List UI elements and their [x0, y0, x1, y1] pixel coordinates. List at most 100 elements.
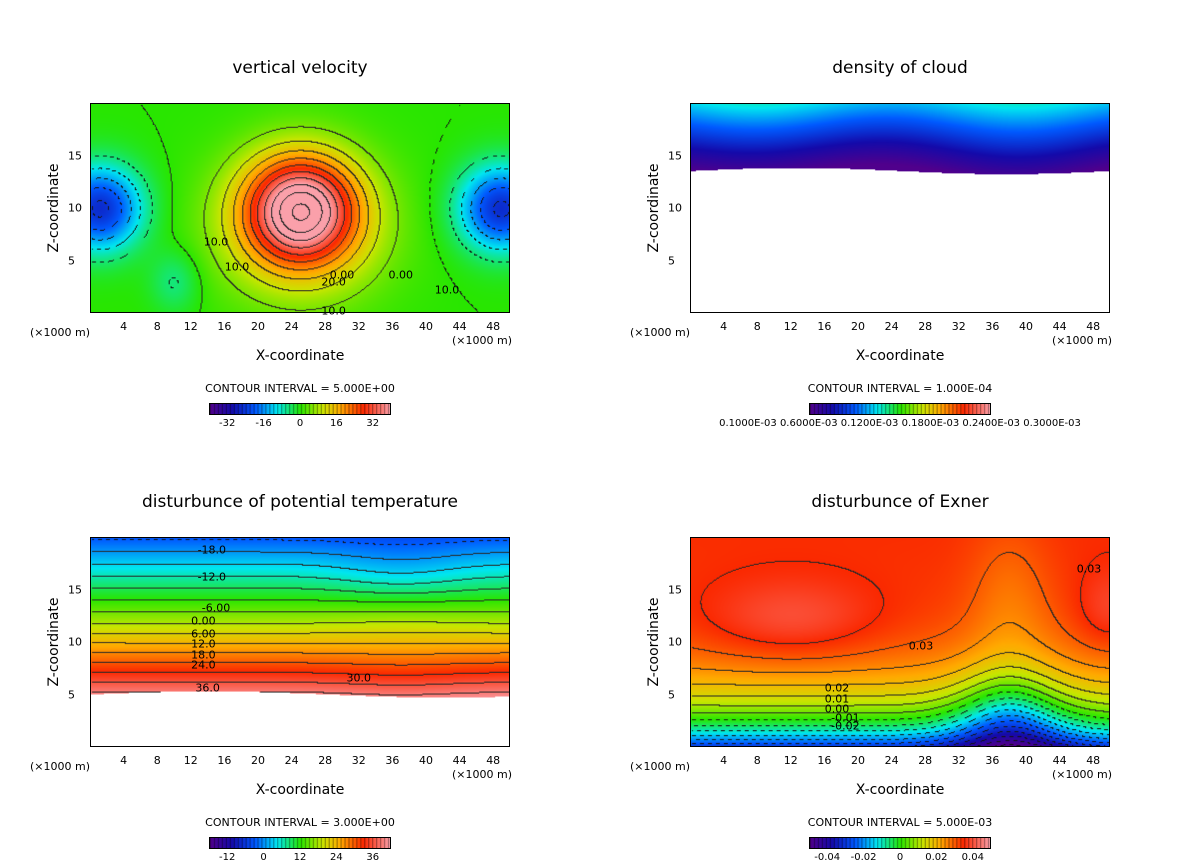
x-tick-label: 24: [884, 320, 899, 333]
x-tick-label: 32: [951, 754, 966, 767]
colorbar: [209, 837, 391, 849]
x-tick-label: 40: [419, 754, 433, 767]
colorbar-tick-label: 0.1000E-03 0.6000E-03 0.1200E-03 0.1800E…: [719, 418, 1081, 429]
x-tick-label: 40: [419, 320, 433, 333]
x-tick-label: 44: [1052, 320, 1067, 333]
colorbar-tick-label: -32: [219, 418, 236, 429]
y-tick-label: 10: [668, 635, 682, 649]
contour-label: 0.03: [908, 639, 934, 653]
x-tick-label: 24: [284, 320, 299, 333]
contour-label: 6.00: [191, 627, 216, 641]
contour-label: 0.00: [824, 702, 850, 716]
contour-label: 10.0: [321, 304, 346, 318]
y-axis-label: Z-coordinate: [646, 163, 662, 253]
x-tick-label: 4: [120, 320, 128, 333]
colorbar-tick-label: 16: [330, 418, 343, 429]
x-tick-label: 16: [217, 320, 232, 333]
y-tick-label: 5: [68, 254, 75, 267]
chart-title: disturbunce of Exner: [811, 492, 989, 512]
contour-label: 18.0: [191, 648, 216, 662]
colorbar-tick-label: 0: [296, 418, 304, 429]
y-axis-label: Z-coordinate: [46, 597, 62, 687]
x-tick-label: 24: [284, 754, 299, 767]
x-unit-label-right: (×1000 m): [1052, 334, 1113, 347]
contour-interval-label: CONTOUR INTERVAL = 1.000E-04: [807, 382, 993, 395]
chart-panel-3: disturbunce of potential temperature -18.…: [0, 434, 600, 868]
x-tick-label: 44: [452, 754, 467, 767]
x-tick-label: 40: [1019, 754, 1033, 767]
colorbar-tick-label: -0.04: [814, 852, 841, 863]
x-tick-label: 36: [985, 320, 1000, 333]
colorbar-tick-label: 36: [366, 852, 380, 863]
contour-plot-area: [690, 537, 1110, 747]
x-tick-label: 28: [318, 754, 333, 767]
x-tick-label: 12: [183, 320, 198, 333]
colorbar-tick-label: 0.04: [961, 852, 984, 863]
x-tick-label: 32: [351, 320, 366, 333]
chart-title: vertical velocity: [232, 58, 368, 78]
x-tick-label: 28: [918, 754, 933, 767]
x-tick-label: 44: [1052, 754, 1067, 767]
x-tick-label: 36: [985, 754, 1000, 767]
contour-label: 10.0: [224, 260, 250, 274]
x-tick-label: 20: [251, 320, 265, 333]
contour-plot-area: [690, 103, 1110, 313]
colorbar-tick-label: -0.02: [850, 852, 877, 863]
x-tick-label: 48: [486, 320, 501, 333]
chart-title: disturbunce of potential temperature: [141, 492, 459, 512]
x-tick-label: 12: [783, 754, 798, 767]
contour-label: 10.0: [203, 235, 229, 249]
x-tick-label: 20: [851, 754, 865, 767]
x-tick-label: 8: [753, 320, 761, 333]
x-unit-label-left: (×1000 m): [30, 760, 91, 773]
x-tick-label: 36: [385, 320, 400, 333]
chart-panel-2: density of cloud Z-coordinate 5 10 15 4 8 12 16 2…: [600, 0, 1200, 434]
contour-label: -12.0: [197, 570, 227, 584]
colorbar-tick-label: 0.02: [925, 852, 948, 863]
contour-label: 12.0: [191, 637, 216, 651]
y-axis-label: Z-coordinate: [646, 597, 662, 687]
x-axis-label: X-coordinate: [255, 348, 345, 364]
x-tick-label: 4: [720, 754, 728, 767]
contour-label: 30.0: [346, 671, 372, 685]
contour-label: 0.01: [824, 692, 850, 706]
x-tick-label: 32: [951, 320, 966, 333]
x-tick-label: 48: [1086, 320, 1101, 333]
y-tick-label: 5: [68, 688, 75, 701]
contour-plot-area: [90, 103, 510, 313]
x-unit-label-left: (×1000 m): [30, 326, 91, 339]
contour-label: -6.00: [201, 601, 231, 615]
contour-label: 0.00: [191, 614, 216, 628]
y-tick-label: 15: [68, 583, 82, 596]
colorbar-tick-label: 0: [896, 852, 904, 863]
colorbar: [809, 837, 991, 849]
x-tick-label: 28: [318, 320, 333, 333]
y-tick-label: 5: [668, 688, 675, 701]
x-tick-label: 40: [1019, 320, 1033, 333]
y-tick-label: 10: [668, 201, 682, 215]
colorbar-tick-label: 32: [366, 418, 380, 429]
contour-label: 0.02: [824, 681, 850, 695]
contour-plot-area: [90, 537, 510, 747]
y-tick-label: 15: [668, 149, 682, 162]
colorbar: [209, 403, 391, 415]
y-tick-label: 10: [68, 635, 82, 649]
x-tick-label: 16: [817, 320, 832, 333]
x-axis-label: X-coordinate: [855, 782, 945, 798]
contour-label: 24.0: [191, 658, 216, 672]
colorbar-tick-label: 0: [260, 852, 267, 863]
y-tick-label: 10: [68, 201, 82, 215]
x-tick-label: 8: [153, 754, 161, 767]
contour-label: 0.00: [388, 268, 414, 282]
contour-label: -0.01: [831, 711, 860, 725]
y-tick-label: 5: [668, 254, 675, 267]
y-tick-label: 15: [668, 583, 682, 596]
x-tick-label: 16: [817, 754, 832, 767]
contour-label: -18.0: [197, 543, 227, 557]
x-tick-label: 36: [385, 754, 400, 767]
x-tick-label: 48: [486, 754, 501, 767]
chart-panel-4: disturbunce of Exner 0.03 0.03 0.02 0.01 0.00…: [600, 434, 1200, 868]
colorbar-tick-label: 24: [330, 852, 343, 863]
colorbar-tick-label: 12: [293, 852, 307, 863]
